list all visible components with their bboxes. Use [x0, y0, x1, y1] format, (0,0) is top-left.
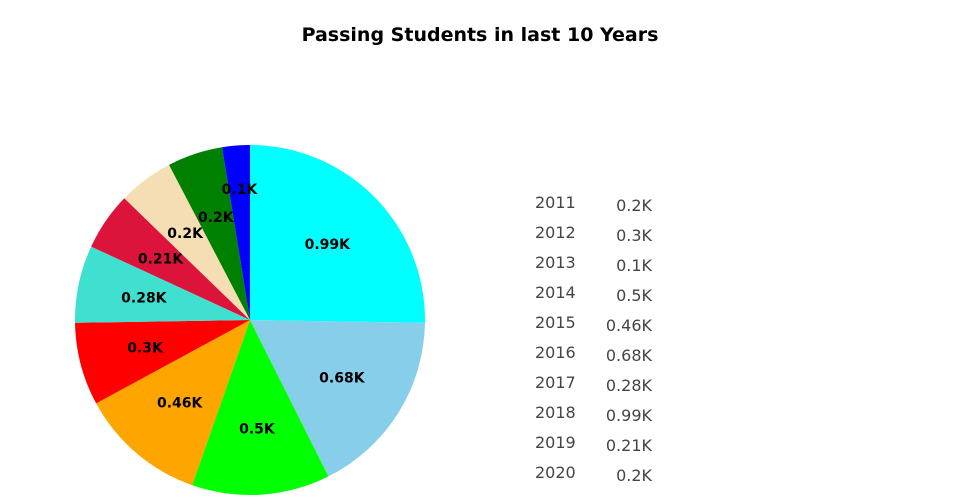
- slice-label-2016: 0.68K: [319, 371, 366, 387]
- pie-slice-2019[interactable]: [91, 198, 250, 320]
- chart-title: Passing Students in last 10 Years: [301, 24, 659, 46]
- pie-slice-2016[interactable]: [250, 320, 425, 477]
- table-year: 2014: [535, 283, 576, 302]
- table-value: 0.3K: [616, 226, 652, 245]
- slice-label-2017: 0.28K: [121, 291, 168, 307]
- table-row: 2018 0.99K: [520, 403, 652, 433]
- pie-slice-2015[interactable]: [96, 320, 250, 486]
- table-value: 0.5K: [616, 286, 652, 305]
- pie-slice-2020[interactable]: [169, 147, 250, 320]
- table-value: 0.2K: [616, 466, 652, 485]
- slice-label-2013: 0.1K: [222, 182, 259, 198]
- table-value: 0.46K: [605, 316, 652, 335]
- table-year: 2017: [535, 373, 576, 392]
- data-table: 2011 0.2K 2012 0.3K 2013 0.1K 2014 0.5K 2015 0.46…: [520, 193, 652, 493]
- table-year: 2015: [535, 313, 576, 332]
- table-row: 2012 0.3K: [520, 223, 652, 253]
- table-row: 2020 0.2K: [520, 463, 652, 493]
- pie-slice-2011[interactable]: [124, 164, 250, 320]
- slice-label-2015: 0.46K: [157, 396, 204, 412]
- pie-slice-2013[interactable]: [222, 145, 250, 320]
- table-value: 0.28K: [605, 376, 652, 395]
- table-value: 0.99K: [605, 406, 652, 425]
- table-value: 0.1K: [616, 256, 652, 275]
- table-value: 0.21K: [605, 436, 652, 455]
- table-row: 2015 0.46K: [520, 313, 652, 343]
- table-year: 2020: [535, 463, 576, 482]
- slice-label-2012: 0.3K: [127, 341, 164, 357]
- table-year: 2018: [535, 403, 576, 422]
- pie-slice-2012[interactable]: [75, 320, 250, 404]
- table-row: 2019 0.21K: [520, 433, 652, 463]
- table-year: 2013: [535, 253, 576, 272]
- slice-label-2019: 0.21K: [138, 252, 185, 268]
- slice-label-2018: 0.99K: [305, 237, 352, 253]
- table-year: 2016: [535, 343, 576, 362]
- pie-slice-2018[interactable]: [250, 145, 425, 323]
- pie-slice-2017[interactable]: [75, 246, 250, 323]
- table-year: 2019: [535, 433, 576, 452]
- table-row: 2011 0.2K: [520, 193, 652, 223]
- table-value: 0.68K: [605, 346, 652, 365]
- table-row: 2017 0.28K: [520, 373, 652, 403]
- table-row: 2014 0.5K: [520, 283, 652, 313]
- table-year: 2012: [535, 223, 576, 242]
- slice-label-2014: 0.5K: [239, 421, 276, 437]
- table-value: 0.2K: [616, 196, 652, 215]
- table-year: 2011: [535, 193, 576, 212]
- pie-slice-2014[interactable]: [192, 320, 329, 495]
- table-row: 2016 0.68K: [520, 343, 652, 373]
- slice-label-2011: 0.2K: [167, 226, 204, 242]
- slice-label-2020: 0.2K: [198, 210, 235, 226]
- table-row: 2013 0.1K: [520, 253, 652, 283]
